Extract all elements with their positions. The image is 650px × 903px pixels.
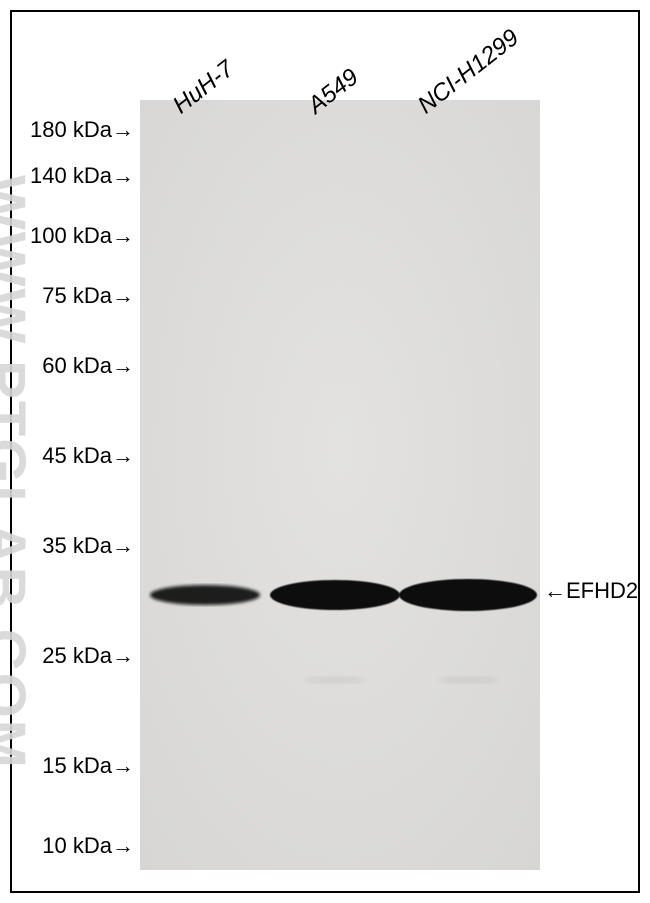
mw-marker: 15 kDa→ — [42, 753, 134, 779]
arrow-right-icon: → — [112, 533, 134, 559]
mw-value: 140 kDa — [30, 163, 112, 188]
mw-marker: 35 kDa→ — [42, 533, 134, 559]
mw-marker: 140 kDa→ — [30, 163, 134, 189]
faint-band — [438, 677, 498, 683]
mw-value: 60 kDa — [42, 353, 112, 378]
mw-value: 35 kDa — [42, 533, 112, 558]
arrow-right-icon: → — [112, 283, 134, 309]
mw-marker: 10 kDa→ — [42, 833, 134, 859]
protein-band — [150, 585, 260, 605]
mw-value: 25 kDa — [42, 643, 112, 668]
mw-marker: 25 kDa→ — [42, 643, 134, 669]
arrow-right-icon: → — [112, 163, 134, 189]
mw-marker: 75 kDa→ — [42, 283, 134, 309]
mw-marker: 60 kDa→ — [42, 353, 134, 379]
faint-band — [305, 677, 365, 683]
arrow-right-icon: → — [112, 223, 134, 249]
arrow-right-icon: → — [112, 833, 134, 859]
arrow-right-icon: → — [112, 643, 134, 669]
blot-membrane — [140, 100, 540, 870]
arrow-right-icon: → — [112, 443, 134, 469]
mw-value: 45 kDa — [42, 443, 112, 468]
mw-marker: 45 kDa→ — [42, 443, 134, 469]
arrow-right-icon: → — [112, 753, 134, 779]
protein-band — [270, 580, 400, 610]
protein-name: EFHD2 — [566, 578, 638, 603]
mw-marker: 180 kDa→ — [30, 117, 134, 143]
protein-band-label: ←EFHD2 — [544, 578, 638, 604]
mw-value: 100 kDa — [30, 223, 112, 248]
mw-value: 75 kDa — [42, 283, 112, 308]
mw-value: 10 kDa — [42, 833, 112, 858]
arrow-right-icon: → — [112, 117, 134, 143]
arrow-right-icon: → — [112, 353, 134, 379]
mw-marker: 100 kDa→ — [30, 223, 134, 249]
mw-value: 180 kDa — [30, 117, 112, 142]
protein-band — [399, 579, 537, 611]
arrow-left-icon: ← — [544, 578, 566, 603]
mw-value: 15 kDa — [42, 753, 112, 778]
